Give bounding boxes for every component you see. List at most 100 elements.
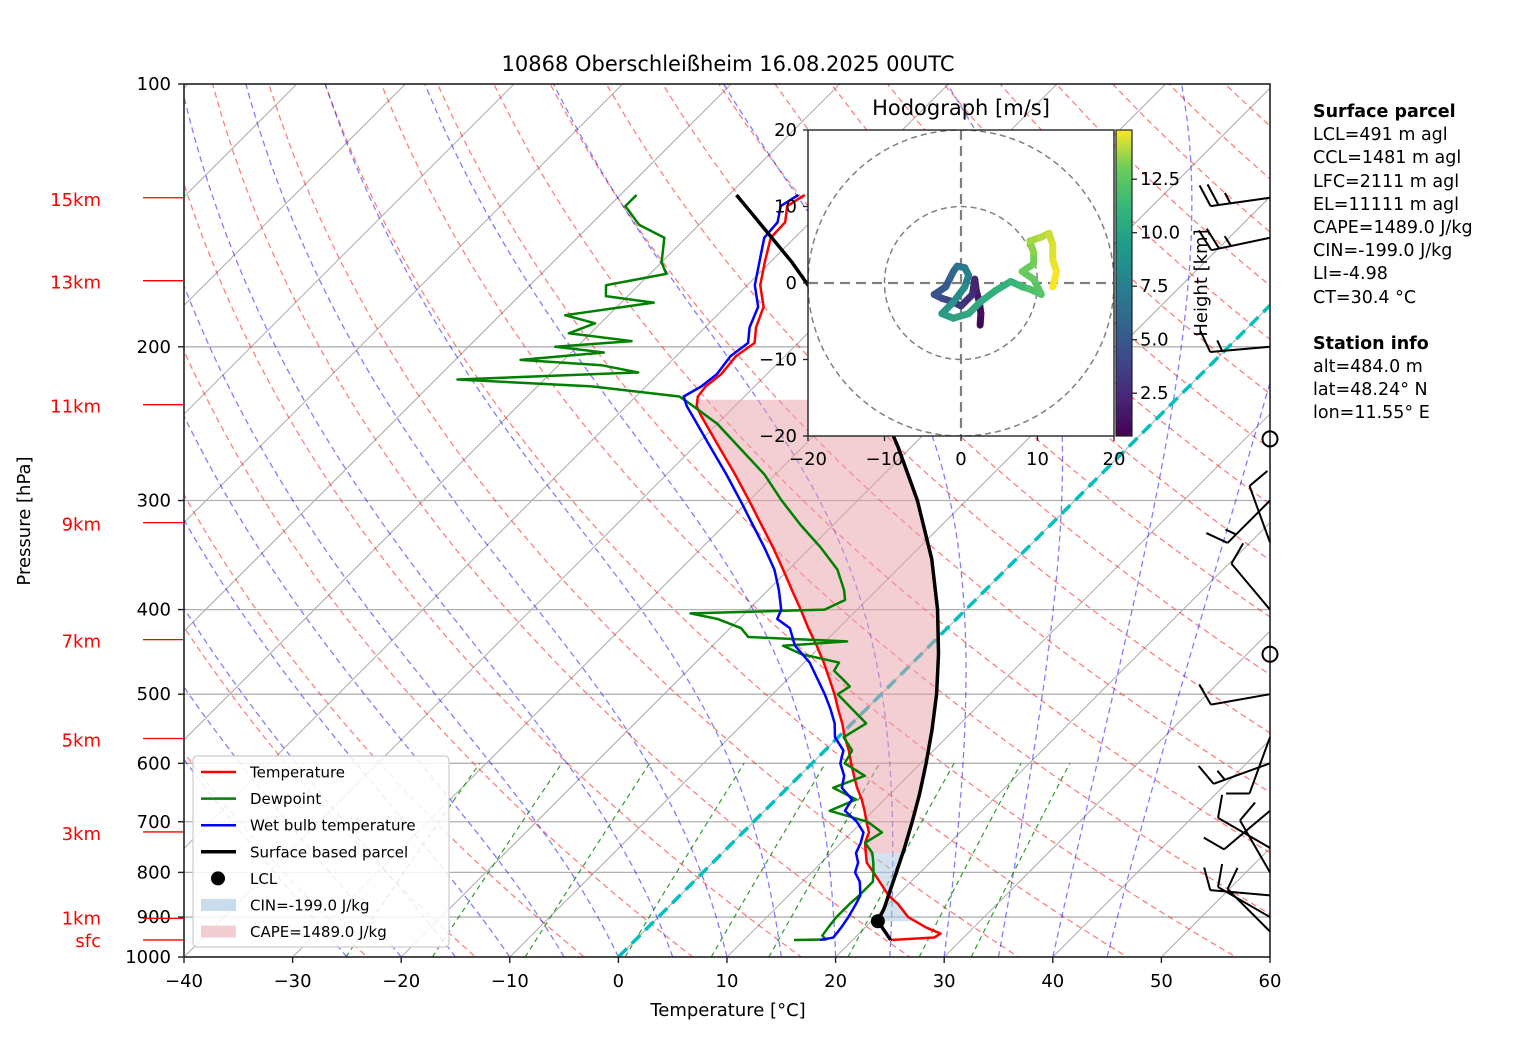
zero-isotherm-line [617,302,1270,957]
moist-adiabat [184,283,619,957]
wind-barb [1239,801,1271,873]
colorbar-tick-label: 12.5 [1140,169,1180,190]
station-lon: lon=11.55° E [1313,403,1430,424]
legend-label: LCL [250,870,278,888]
y-tick-label: 400 [137,600,171,621]
barb-staff [1226,888,1271,933]
surface-parcel-ct: CT=30.4 °C [1313,287,1417,308]
surface-parcel-lfc: LFC=2111 m agl [1313,171,1460,192]
legend-label: CAPE=1489.0 J/kg [250,923,387,941]
wind-barb [1230,542,1271,611]
surface-parcel-cin: CIN=-199.0 J/kg [1313,241,1453,262]
mixing-ratio-line [847,763,955,957]
x-tick-label: 20 [824,971,847,992]
legend-label: CIN=-199.0 J/kg [250,897,370,915]
hodograph-segment [1049,268,1061,291]
barb-staff [1223,810,1271,851]
x-axis-ticks: −40 −30 −20 −10 0 10 20 30 40 50 60 [165,957,1281,992]
dry-adiabat [184,182,803,957]
barb-half [1224,192,1232,204]
wind-barb [1199,330,1271,354]
barb-staff [1248,485,1271,543]
colorbar-tick-label: 10.0 [1140,223,1180,244]
surface-parcel-heading: Surface parcel [1313,102,1456,122]
y-tick-label: 800 [137,862,171,883]
barb-half [1225,528,1237,536]
isotherm [184,84,841,741]
hodograph-x-tick-label: 10 [1026,449,1049,470]
legend-entry: LCL [211,870,278,888]
hodograph-x-tick-label: 0 [955,449,966,470]
barb-half [1216,339,1224,352]
wind-barb [1205,499,1271,544]
barb-staff [1211,236,1271,252]
isotherm [184,84,515,415]
barb-staff [1248,736,1271,794]
x-tick-label: −10 [491,971,529,992]
height-label: 7km [62,632,101,653]
barb-flag [1203,867,1212,891]
y-tick-label: 600 [137,753,171,774]
legend-entry: Surface based parcel [201,843,408,861]
surface-parcel-li: LI=-4.98 [1313,264,1388,285]
colorbar-tick-label: 2.5 [1140,383,1169,404]
barb-flag [1239,801,1256,822]
hodograph-x-tick-label: −20 [789,449,827,470]
barb-staff [1210,693,1271,706]
hodograph-y-tick-label: −10 [759,350,797,371]
moist-adiabat [184,93,674,957]
wind-barb [1217,794,1271,849]
moist-adiabat [245,84,728,957]
hodograph-ticks: −20 20 −10 10 0 0 10 −10 20 −20 [759,120,1125,470]
moist-adiabat [1106,380,1270,957]
x-tick-label: −20 [382,971,420,992]
isotherm [184,84,732,632]
cape-area [696,399,939,853]
barb-half [1223,235,1232,247]
chart-title: 10868 Oberschleißheim 16.08.2025 00UTC [502,52,955,76]
moist-adiabat [424,84,837,957]
wind-barb [1248,470,1271,543]
legend-label: Dewpoint [250,790,321,808]
barb-staff [1217,817,1271,849]
surface-parcel-cape: CAPE=1489.0 J/kg [1313,218,1473,239]
isotherm [943,630,1270,957]
surface-parcel-el: EL=11111 m agl [1313,194,1460,215]
isotherm [184,84,406,307]
isotherm [1052,739,1270,957]
isotherm [835,521,1270,957]
x-tick-label: 10 [716,971,739,992]
surface-parcel-ccl: CCL=1481 m agl [1313,148,1462,169]
barb-staff [1239,819,1271,873]
hodograph-y-tick-label: 10 [774,197,797,218]
barb-flag [1203,836,1225,851]
y-tick-label: 1000 [125,947,171,968]
dry-adiabat [184,349,694,957]
barb-flag [1197,765,1215,785]
barb-flag [1217,863,1224,888]
legend-entry: Temperature [201,764,345,782]
x-tick-label: 0 [613,971,624,992]
height-label: 9km [62,515,101,536]
hodograph-x-tick-label: 20 [1103,449,1126,470]
height-label: 5km [62,731,101,752]
moist-adiabat [324,84,782,957]
y-tick-label: 100 [137,74,171,95]
wind-barb [1261,430,1279,448]
legend-entry: CAPE=1489.0 J/kg [201,923,387,941]
hodograph-y-tick-label: −20 [759,426,797,447]
barb-flag [1206,183,1220,206]
height-label: 13km [50,273,101,294]
station-info-heading: Station info [1313,333,1429,354]
barb-flag [1248,470,1269,487]
barb-staff [1217,886,1271,918]
colorbar [1115,129,1133,437]
moist-adiabat [184,607,457,957]
legend-entry: Dewpoint [201,790,321,808]
height-label: 15km [50,190,101,211]
dry-adiabat [211,84,912,957]
wind-barb [1198,228,1271,252]
legend-box [192,755,450,948]
colorbar-ticks: 2.5 5.0 7.5 10.0 12.5 [1132,169,1180,404]
mixing-ratio-line [431,762,563,957]
